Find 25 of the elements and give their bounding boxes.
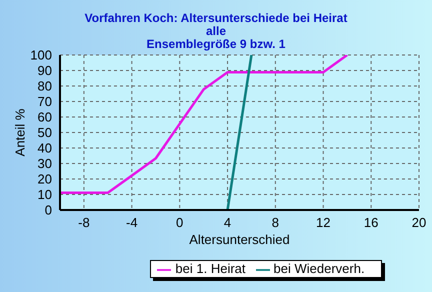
line-series: [60, 55, 348, 194]
x-tick-label: 12: [316, 215, 330, 230]
x-tick-label: 4: [224, 215, 232, 230]
x-tick-label: 16: [364, 215, 378, 230]
y-tick-label: 80: [38, 78, 52, 94]
y-tick-label: 60: [38, 110, 52, 125]
y-tick-label: 70: [38, 94, 52, 110]
legend-label: bei Wiederverh.: [274, 261, 365, 276]
x-tick-label: -8: [78, 215, 90, 230]
x-tick-label: -4: [126, 215, 138, 230]
y-axis-title: Anteil %: [12, 108, 28, 156]
x-tick-label: 0: [176, 215, 184, 230]
x-tick-label: 8: [272, 215, 280, 230]
x-tick-label: 20: [412, 215, 426, 230]
y-tick-label: 0: [44, 202, 52, 218]
x-axis-title: Altersunterschied: [189, 232, 290, 247]
legend-label: bei 1. Heirat: [175, 261, 246, 276]
chart-title: Vorfahren Koch: Altersunterschiede bei Heirat alle Ensemblegröße 9 bzw. 1: [84, 11, 348, 51]
y-tick-label: 50: [38, 125, 52, 140]
y-tick-label: 40: [38, 140, 52, 156]
y-tick-label: 20: [38, 172, 52, 187]
y-tick-label: 30: [38, 156, 52, 172]
y-tick-label: 90: [38, 63, 52, 78]
y-tick-label: 10: [38, 187, 52, 202]
y-tick-label: 100: [30, 48, 52, 63]
